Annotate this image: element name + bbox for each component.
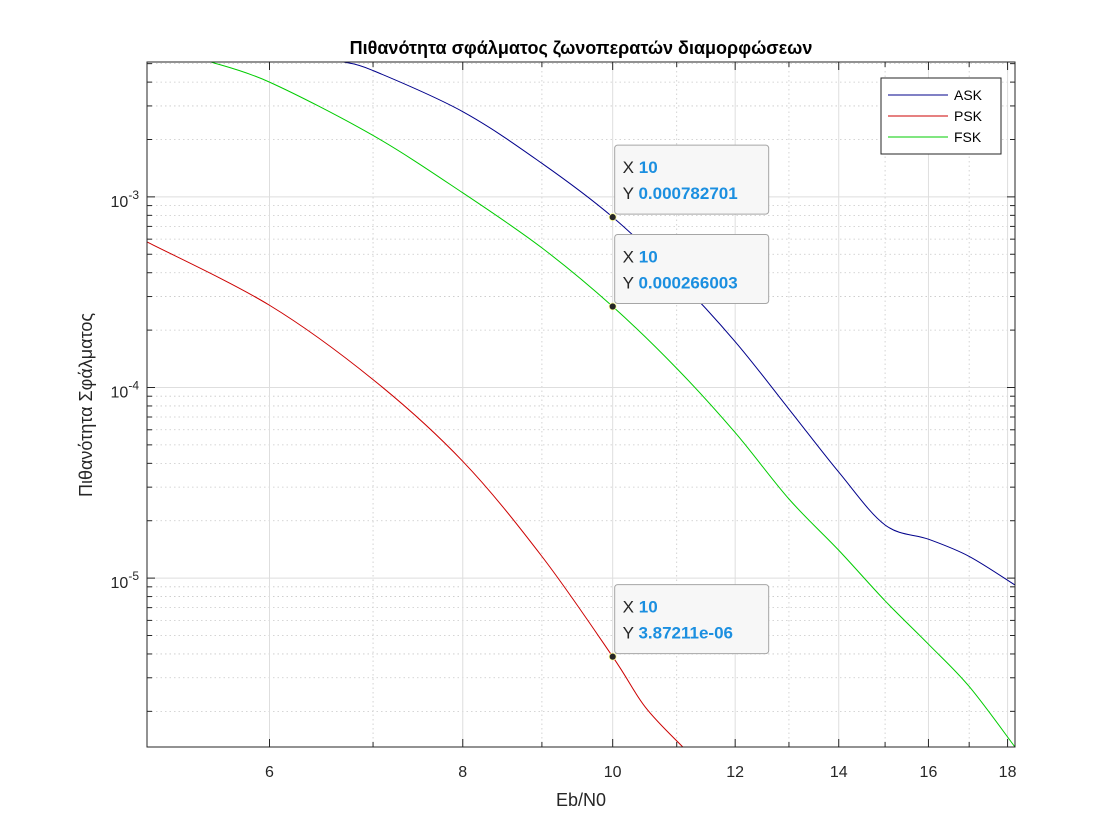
datatip-box [614, 584, 770, 655]
datatip-marker [608, 213, 617, 222]
datatip-fsk[interactable]: X 10 Y 0.000266003 [608, 233, 770, 311]
y-tick-label: 10-4 [111, 378, 140, 401]
y-tick-labels: 10-5 10-4 10-3 [111, 188, 140, 592]
x-tick-label: 10 [604, 764, 622, 781]
datatip-y-row: Y 0.000782701 [623, 184, 738, 203]
datatips: X 10 Y 0.000782701 X 10 Y 0.000266003 X 10 Y … [608, 144, 770, 661]
series-layer [147, 62, 1015, 747]
legend-label-ask: ASK [954, 87, 983, 103]
series-line-ask [343, 62, 1015, 586]
legend[interactable]: ASK PSK FSK [880, 77, 1002, 155]
y-axis-label: Πιθανότητα Σφάλματος [76, 313, 96, 497]
x-tick-label: 14 [830, 764, 848, 781]
y-tick-label: 10-3 [111, 188, 140, 211]
x-tick-label: 18 [999, 764, 1017, 781]
datatip-psk[interactable]: X 10 Y 3.87211e-06 [608, 584, 770, 661]
datatip-ask[interactable]: X 10 Y 0.000782701 [608, 144, 770, 222]
legend-label-fsk: FSK [954, 129, 982, 145]
plot-area [147, 62, 1015, 747]
datatip-marker [608, 652, 617, 661]
series-line-psk [147, 241, 684, 747]
legend-label-psk: PSK [954, 108, 983, 124]
series-line-fsk [210, 62, 1015, 747]
datatip-marker [608, 302, 617, 311]
datatip-y-row: Y 3.87211e-06 [623, 624, 733, 643]
y-tick-label: 10-5 [111, 569, 140, 592]
datatip-box [614, 233, 770, 304]
plot-frame [146, 61, 1016, 748]
x-tick-label: 6 [265, 764, 274, 781]
datatip-y-row: Y 0.000266003 [623, 273, 738, 292]
x-tick-label: 8 [458, 764, 467, 781]
x-tick-label: 12 [726, 764, 744, 781]
datatip-x-row: X 10 [623, 598, 658, 617]
datatip-x-row: X 10 [623, 158, 658, 177]
datatip-box [614, 144, 770, 215]
x-tick-labels: 6 8 10 12 14 16 18 [265, 764, 1017, 781]
axis-ticks [146, 62, 1015, 747]
datatip-x-row: X 10 [623, 247, 658, 266]
chart-title: Πιθανότητα σφάλματος ζωνοπερατών διαμορφ… [350, 38, 813, 59]
x-tick-label: 16 [920, 764, 938, 781]
x-axis-label: Eb/N0 [556, 790, 606, 810]
minor-grid [146, 62, 1015, 747]
